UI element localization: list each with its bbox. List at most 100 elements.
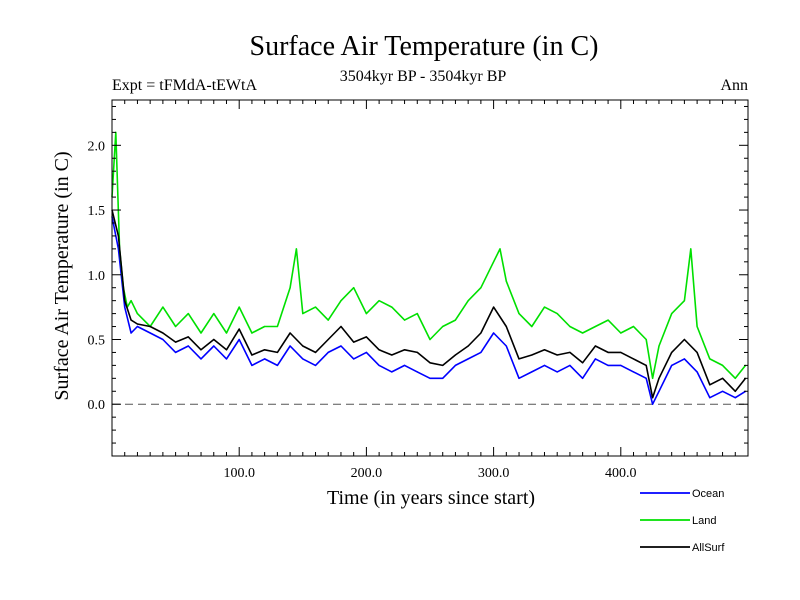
data-point-land	[289, 287, 291, 289]
data-point-ocean	[582, 377, 584, 379]
data-point-land	[264, 325, 266, 328]
data-point-ocean	[124, 306, 126, 308]
data-point-land	[645, 338, 647, 341]
data-point-ocean	[117, 248, 119, 250]
data-point-allsurf	[569, 351, 571, 353]
data-point-allsurf	[480, 332, 482, 334]
data-point-ocean	[251, 364, 253, 366]
series-line-allsurf	[111, 209, 747, 399]
data-point-land	[404, 319, 406, 321]
data-point-land	[620, 332, 622, 334]
data-point-ocean	[187, 345, 189, 347]
data-point-allsurf	[353, 341, 355, 343]
chart-subtitle-right: Ann	[720, 77, 748, 94]
data-point-land	[696, 325, 698, 328]
data-point-allsurf	[238, 328, 240, 330]
y-axis-label: Surface Air Temperature (in C)	[51, 151, 73, 400]
data-point-land	[671, 313, 673, 315]
data-point-allsurf	[594, 345, 597, 347]
data-point-land	[632, 325, 635, 328]
data-point-ocean	[416, 371, 418, 373]
data-point-land	[340, 300, 342, 302]
data-point-land	[225, 332, 228, 334]
y-tick-label: 0.5	[88, 333, 106, 348]
data-point-ocean	[175, 351, 177, 353]
plot-area: 100.0 200.0 300.0 400.0 0.0 0.5 1.0 1.5 2.0	[88, 99, 749, 481]
data-point-ocean	[632, 371, 635, 373]
data-point-allsurf	[734, 390, 736, 392]
data-point-land	[429, 338, 431, 341]
data-point-land	[302, 313, 304, 315]
data-point-allsurf	[251, 354, 253, 356]
data-point-ocean	[645, 377, 647, 379]
y-tick-label: 1.5	[88, 204, 106, 219]
data-point-land	[187, 313, 189, 315]
data-point-land	[391, 306, 393, 308]
data-point-land	[251, 332, 253, 334]
data-point-ocean	[136, 325, 138, 328]
data-point-land	[499, 248, 501, 250]
chart-title: Surface Air Temperature (in C)	[250, 31, 599, 62]
data-point-ocean	[671, 364, 673, 366]
data-point-ocean	[225, 358, 228, 360]
data-point-allsurf	[302, 345, 304, 347]
y-tick-label: 0.0	[88, 398, 106, 413]
data-point-land	[454, 319, 456, 321]
data-point-ocean	[594, 358, 597, 360]
data-point-land	[543, 306, 546, 308]
data-point-allsurf	[289, 332, 291, 334]
data-point-allsurf	[556, 354, 558, 356]
data-point-land	[467, 300, 469, 302]
data-point-ocean	[480, 351, 482, 353]
data-point-allsurf	[327, 338, 329, 341]
data-point-land	[442, 325, 444, 328]
data-point-land	[238, 306, 240, 308]
data-point-land	[327, 319, 329, 321]
data-point-ocean	[149, 332, 151, 334]
data-point-allsurf	[671, 351, 673, 353]
data-point-allsurf	[149, 325, 151, 328]
data-point-ocean	[276, 364, 278, 366]
data-point-allsurf	[442, 364, 444, 366]
data-point-ocean	[213, 345, 215, 347]
data-point-allsurf	[162, 332, 164, 334]
data-point-ocean	[327, 351, 329, 353]
x-tick-label: 400.0	[605, 466, 637, 481]
legend-label-allsurf: AllSurf	[692, 542, 725, 554]
data-point-ocean	[620, 364, 622, 366]
data-point-allsurf	[722, 377, 724, 379]
data-point-land	[582, 332, 584, 334]
data-point-ocean	[378, 364, 380, 366]
data-point-allsurf	[683, 338, 686, 341]
data-point-ocean	[505, 345, 507, 347]
data-point-ocean	[302, 358, 304, 360]
data-point-ocean	[264, 358, 266, 360]
data-point-allsurf	[404, 349, 406, 351]
data-point-land	[200, 332, 202, 334]
legend: Ocean Land AllSurf	[640, 488, 725, 554]
data-point-land	[607, 319, 609, 321]
chart-subtitle-left: Expt = tFMdA-tEWtA	[112, 77, 257, 94]
data-point-land	[276, 325, 278, 328]
series-line-ocean	[111, 216, 746, 406]
series-line-land	[111, 131, 747, 380]
data-point-allsurf	[378, 349, 380, 351]
data-point-allsurf	[505, 325, 507, 328]
data-point-ocean	[709, 397, 711, 399]
data-point-allsurf	[429, 362, 431, 364]
data-point-land	[569, 325, 571, 328]
data-point-land	[314, 306, 317, 308]
data-point-land	[353, 287, 355, 289]
data-point-land	[652, 377, 654, 379]
y-tick-label: 2.0	[88, 139, 106, 154]
data-point-allsurf	[136, 323, 138, 325]
data-point-land	[709, 358, 711, 360]
data-point-land	[480, 287, 482, 289]
data-point-land	[683, 300, 686, 302]
data-point-land	[505, 280, 507, 282]
data-point-ocean	[658, 390, 660, 392]
data-point-ocean	[722, 390, 724, 392]
data-point-allsurf	[607, 351, 609, 353]
data-point-ocean	[442, 377, 444, 379]
